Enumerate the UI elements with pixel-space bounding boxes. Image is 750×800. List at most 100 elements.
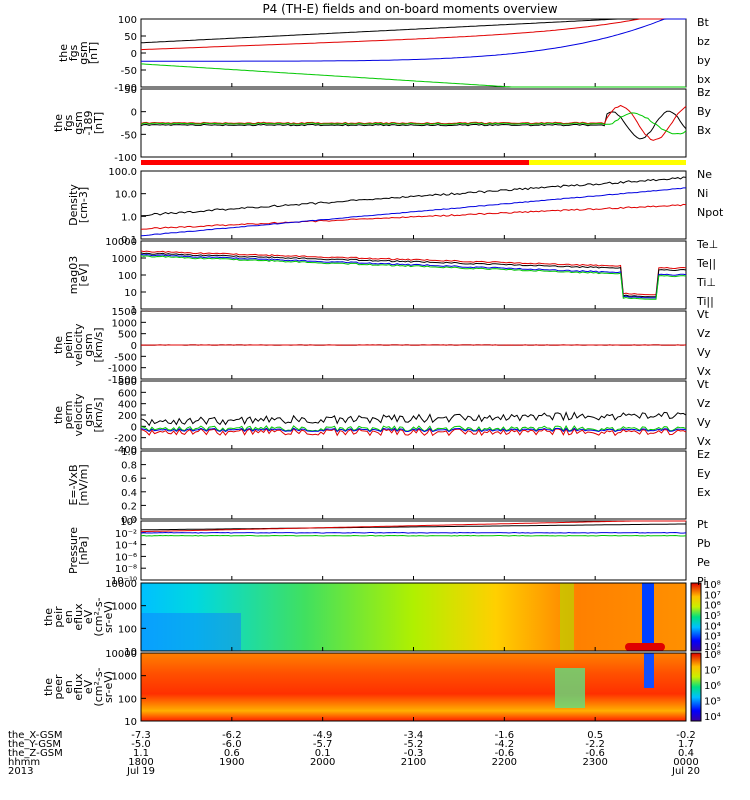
ylabel-line: the bbox=[42, 678, 55, 696]
ytick-label: 1000 bbox=[112, 318, 137, 329]
ytick-label: 10.0 bbox=[115, 190, 137, 201]
legend-Npot: Npot bbox=[697, 206, 724, 219]
series-vt2 bbox=[140, 411, 687, 427]
ylabel-line: Pressure bbox=[67, 527, 80, 574]
ytick-label: 10⁻⁴ bbox=[115, 541, 137, 552]
ylabel-line: (cm²-s- bbox=[92, 597, 105, 636]
panel-frame bbox=[140, 240, 687, 310]
series-by2 bbox=[140, 112, 687, 135]
series-line-bx bbox=[141, 18, 686, 62]
panel-frame bbox=[140, 380, 687, 450]
ylabel-line: velocity bbox=[72, 393, 85, 436]
ytick-label: 10⁻⁸ bbox=[115, 564, 137, 575]
peer-background bbox=[141, 653, 686, 721]
legend-Pe: Pe bbox=[697, 556, 710, 569]
ytick-label: -100 bbox=[114, 83, 137, 94]
colorbar-tick: 10⁴ bbox=[704, 712, 721, 723]
ylabel-line: [nT] bbox=[92, 112, 105, 134]
peir-dropout-band bbox=[560, 583, 574, 651]
series-line-pt bbox=[140, 523, 686, 531]
peir-low-energy-band bbox=[141, 613, 241, 651]
colorbar-tick: 10⁸ bbox=[704, 650, 721, 661]
xaxis-value: 0.1 bbox=[315, 748, 331, 759]
series-pt bbox=[140, 523, 686, 531]
xaxis-value: 0.5 bbox=[587, 730, 603, 741]
xaxis-value: -5.0 bbox=[131, 739, 151, 750]
xaxis-value: -3.4 bbox=[404, 730, 424, 741]
xaxis-value: -0.6 bbox=[495, 748, 515, 759]
xaxis-value: 1.7 bbox=[678, 739, 694, 750]
ytick-label: -200 bbox=[114, 434, 137, 445]
ylabel-line: eV bbox=[82, 609, 95, 624]
colorbar-tick: 10⁵ bbox=[704, 697, 721, 708]
xaxis-value: -6.0 bbox=[222, 739, 242, 750]
ytick-label: 10 bbox=[124, 288, 137, 299]
series-line-by bbox=[140, 63, 686, 88]
colorbar-tick: 10⁶ bbox=[704, 681, 721, 692]
series-te-perp bbox=[140, 250, 687, 296]
legend-bz: bz bbox=[697, 35, 710, 48]
ytick-label: 1000 bbox=[112, 602, 137, 613]
ytick-label: 1.0 bbox=[121, 447, 137, 458]
ylabel-line: peir bbox=[52, 606, 65, 628]
legend-Ex: Ex bbox=[697, 486, 711, 499]
legend-Vy: Vy bbox=[697, 416, 711, 429]
xaxis-value: -2.2 bbox=[585, 739, 605, 750]
ylabel-line: [mV/m] bbox=[77, 464, 90, 505]
ylabel-line: [km/s] bbox=[92, 397, 105, 432]
ytick-label: 800 bbox=[118, 377, 137, 388]
series-by bbox=[140, 63, 686, 88]
series-line-bz bbox=[140, 18, 686, 51]
ylabel-line: [nT] bbox=[87, 42, 100, 64]
legend-Vy: Vy bbox=[697, 346, 711, 359]
xaxis-value: -5.7 bbox=[313, 739, 333, 750]
ylabel-line: perm bbox=[62, 401, 75, 430]
ytick-label: 0.1 bbox=[121, 235, 137, 246]
legend-Vz: Vz bbox=[697, 397, 711, 410]
ylabel-line: the bbox=[57, 44, 70, 62]
ytick-label: 10⁰ bbox=[120, 517, 137, 528]
xaxis-value: -0.3 bbox=[404, 748, 424, 759]
ylabel-line: en bbox=[62, 610, 75, 624]
legend-Vz: Vz bbox=[697, 327, 711, 340]
ylabel-line: sr-eV) bbox=[102, 601, 115, 633]
colorbar-tick: 10² bbox=[704, 642, 721, 653]
series-ti-perp bbox=[140, 253, 687, 299]
peir-colorbar bbox=[690, 582, 702, 652]
ylabel-line: the bbox=[52, 114, 65, 132]
ytick-label: 10000 bbox=[105, 579, 137, 590]
panel-ylabel: Pressure[nPa] bbox=[67, 527, 90, 574]
peir-spectrogram bbox=[141, 583, 686, 651]
legend-Pb: Pb bbox=[697, 537, 711, 550]
xaxis-value: 2300 bbox=[582, 757, 607, 768]
series-line-ti-par bbox=[140, 255, 687, 300]
series-line-bx2 bbox=[140, 110, 687, 140]
series-line-te-perp bbox=[140, 250, 687, 296]
xaxis-value: -5.2 bbox=[404, 739, 424, 750]
series-line-by2 bbox=[140, 112, 687, 135]
series-vz2 bbox=[140, 427, 687, 437]
legend-Ey: Ey bbox=[697, 467, 711, 480]
ylabel-line: fgs bbox=[67, 44, 80, 61]
series-pi bbox=[140, 531, 687, 534]
series-ti-par bbox=[140, 255, 687, 300]
series-line-pi bbox=[140, 531, 687, 534]
series-pe bbox=[140, 534, 687, 537]
ytick-label: 10⁻² bbox=[115, 529, 137, 540]
ytick-label: 1000 bbox=[112, 672, 137, 683]
ytick-label: 0.2 bbox=[121, 501, 137, 512]
panel-ylabel: E=-VxB[mV/m] bbox=[67, 464, 90, 505]
ylabel-line: the bbox=[52, 406, 65, 424]
series-line-pe bbox=[140, 534, 687, 537]
series-line-bt bbox=[140, 18, 686, 44]
ytick-label: 100 bbox=[118, 15, 137, 26]
ylabel-line: fgs bbox=[62, 114, 75, 131]
ylabel-line: the bbox=[52, 336, 65, 354]
ytick-label: 10 bbox=[124, 647, 137, 658]
xaxis-value: -7.3 bbox=[131, 730, 151, 741]
series-ni bbox=[140, 176, 687, 217]
